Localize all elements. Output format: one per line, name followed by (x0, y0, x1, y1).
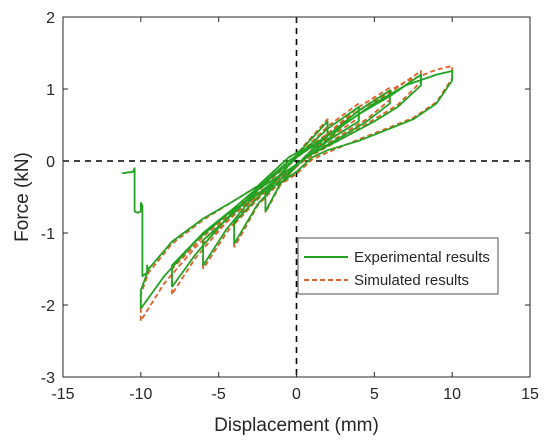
x-tick-label: 0 (292, 386, 301, 403)
series-0-loop-2 (171, 73, 422, 288)
series-layer (122, 65, 454, 322)
legend-box (297, 237, 499, 295)
y-tick-label: 1 (46, 82, 55, 99)
y-tick-label: -3 (41, 370, 55, 387)
x-tick-label: 10 (443, 386, 461, 403)
x-tick-label: 5 (370, 386, 379, 403)
x-tick-label: -15 (51, 386, 74, 403)
x-axis-label: Displacement (mm) (214, 415, 379, 436)
x-tick-label: 15 (521, 386, 539, 403)
y-axis-label: Force (kN) (12, 152, 33, 242)
y-tick-label: 2 (46, 10, 55, 27)
legend: Experimental results Simulated results (297, 237, 499, 295)
series-0-loop-3 (202, 89, 391, 266)
y-tick-label: -1 (41, 226, 55, 243)
x-tick-label: -5 (212, 386, 226, 403)
legend-label-simulated: Simulated results (354, 272, 469, 289)
legend-label-experimental: Experimental results (354, 249, 490, 266)
series-0-loop-5 (264, 120, 329, 212)
series-0 (122, 70, 454, 310)
y-tick-label: -2 (41, 298, 55, 315)
x-tick-label: -10 (129, 386, 152, 403)
axis-ticks (62, 16, 531, 378)
reference-lines (63, 17, 530, 377)
series-0-loop-4 (233, 106, 360, 245)
y-tick-label: 0 (46, 154, 55, 171)
